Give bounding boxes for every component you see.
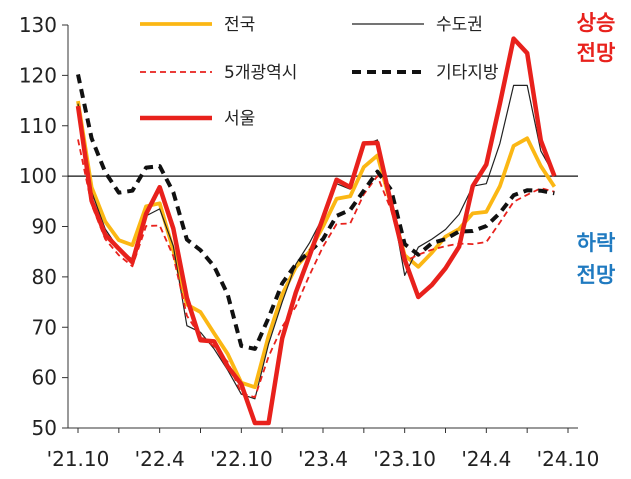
y-tick-label: 70 <box>32 315 57 339</box>
annotation-up-line2: 전망 <box>577 41 616 65</box>
y-tick-label: 130 <box>19 13 57 37</box>
series-line <box>76 73 555 351</box>
x-tick-label: '22.4 <box>135 447 185 471</box>
x-tick-label: '21.10 <box>47 447 110 471</box>
x-axis: '21.10 '22.4 '22.10 '23.4 '23.10 '24.4 '24.10 <box>47 427 600 471</box>
series-line <box>77 139 555 399</box>
legend-item: 서울 <box>140 109 255 129</box>
series-0 <box>76 100 556 390</box>
legend-label: 전국 <box>224 15 255 35</box>
series-4 <box>75 36 557 426</box>
annotation-down: 하락 전망 <box>577 231 616 287</box>
legend-label: 수도권 <box>436 15 483 35</box>
legend-item: 5개광역시 <box>140 63 297 83</box>
legend-item: 전국 <box>140 15 255 35</box>
x-tick-label: '22.10 <box>210 447 273 471</box>
x-tick-label: '23.10 <box>373 447 436 471</box>
legend-item: 수도권 <box>352 15 483 35</box>
y-tick-label: 60 <box>32 366 57 390</box>
series-2 <box>77 139 555 399</box>
y-tick-label: 120 <box>19 63 57 87</box>
y-tick-label: 110 <box>19 114 57 138</box>
y-tick-label: 100 <box>19 164 57 188</box>
x-tick-label: '24.10 <box>537 447 600 471</box>
series-lines <box>75 36 557 426</box>
series-line <box>75 36 557 426</box>
y-tick-label: 80 <box>32 265 57 289</box>
annotation-up-line1: 상승 <box>577 11 616 35</box>
annotation-up: 상승 전망 <box>577 11 616 65</box>
legend-label: 서울 <box>224 109 255 129</box>
annotation-down-line1: 하락 <box>577 231 616 255</box>
legend-label: 5개광역시 <box>224 63 297 83</box>
series-line <box>76 100 556 390</box>
legend-label: 기타지방 <box>436 63 499 83</box>
y-axis: 50 60 70 80 90 100 110 120 130 <box>19 13 69 440</box>
annotation-down-line2: 전망 <box>577 263 616 287</box>
x-tick-label: '24.4 <box>461 447 511 471</box>
x-tick-label: '23.4 <box>298 447 348 471</box>
legend-item: 기타지방 <box>352 63 499 83</box>
y-tick-label: 50 <box>32 416 57 440</box>
y-tick-label: 90 <box>32 215 57 239</box>
